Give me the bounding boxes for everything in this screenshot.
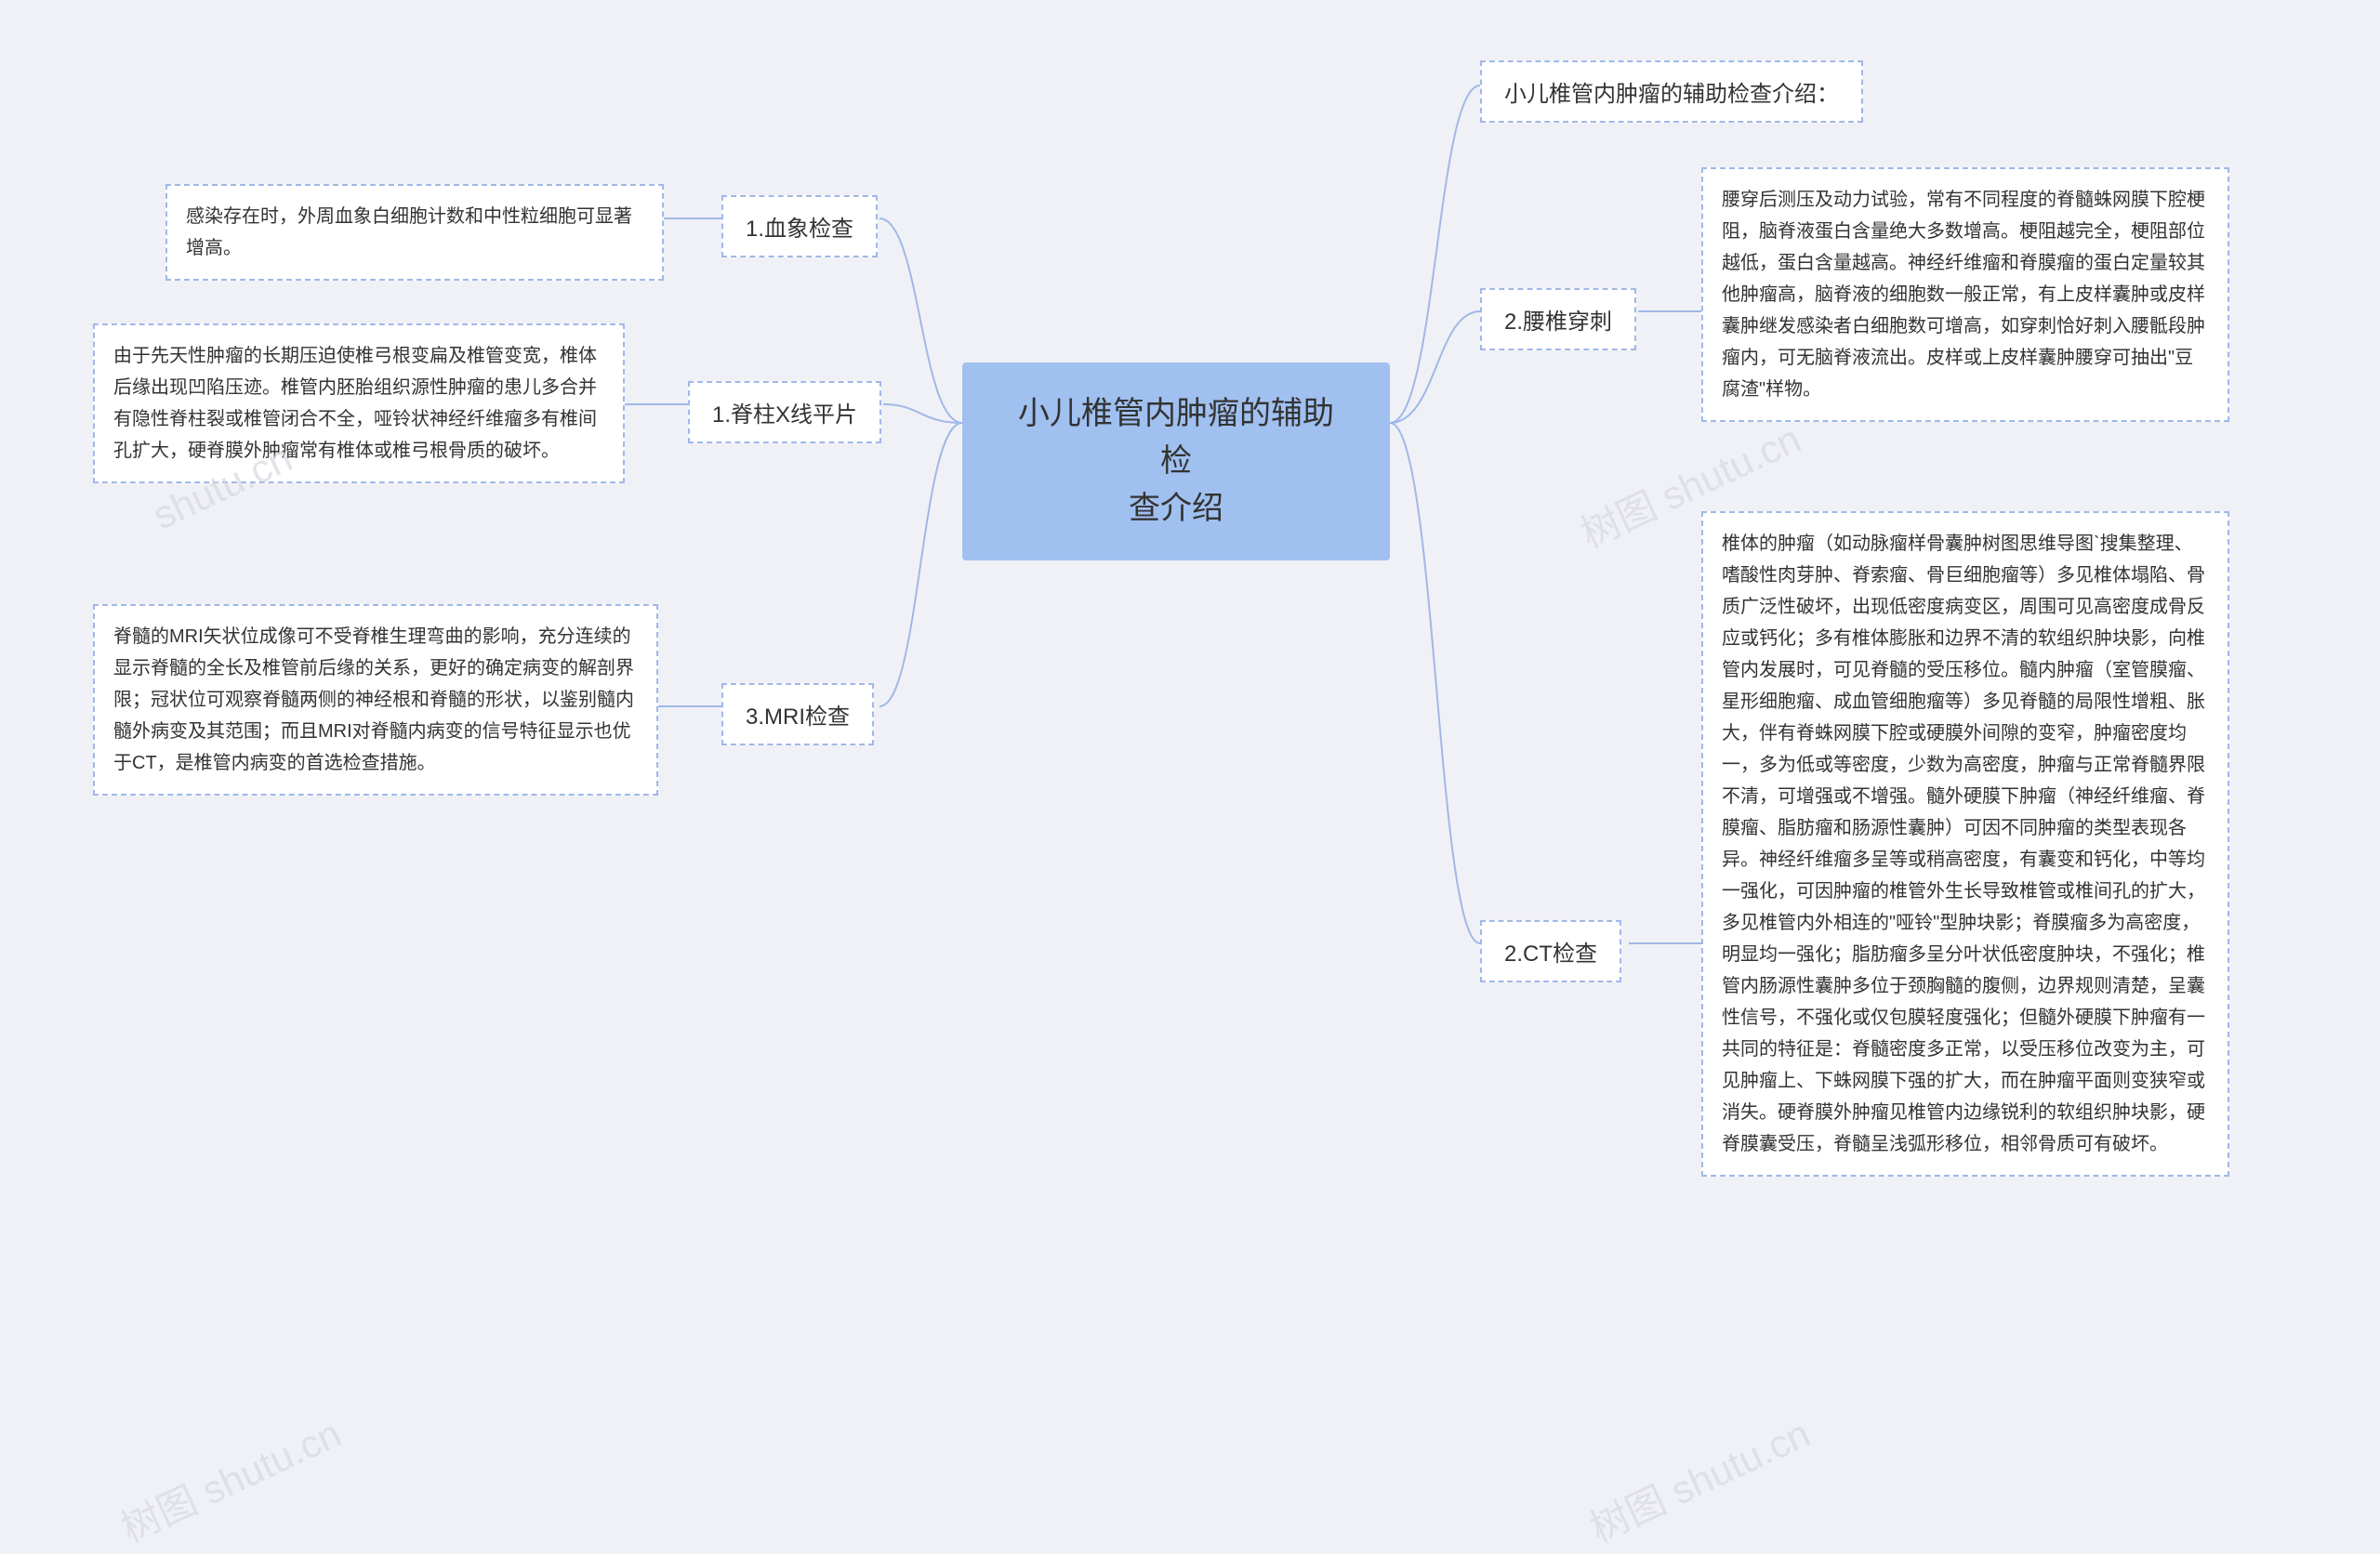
- center-title-line1: 小儿椎管内肿瘤的辅助检: [1018, 396, 1334, 479]
- left-detail-1: 感染存在时，外周血象白细胞计数和中性粒细胞可显著增高。: [165, 184, 664, 281]
- right-branch-2: 2.腰椎穿刺: [1480, 288, 1636, 350]
- left-detail-2: 由于先天性肿瘤的长期压迫使椎弓根变扁及椎管变宽，椎体后缘出现凹陷压迹。椎管内胚胎…: [93, 323, 625, 483]
- left-detail-3-text: 脊髓的MRI矢状位成像可不受脊椎生理弯曲的影响，充分连续的显示脊髓的全长及椎管前…: [113, 626, 634, 773]
- right-branch-2-label: 2.腰椎穿刺: [1504, 309, 1612, 335]
- right-detail-3-text: 椎体的肿瘤（如动脉瘤样骨囊肿树图思维导图`搜集整理、嗜酸性肉芽肿、脊索瘤、骨巨细…: [1722, 533, 2205, 1154]
- left-detail-2-text: 由于先天性肿瘤的长期压迫使椎弓根变扁及椎管变宽，椎体后缘出现凹陷压迹。椎管内胚胎…: [113, 346, 597, 461]
- right-branch-3-label: 2.CT检查: [1504, 942, 1597, 967]
- left-branch-3-label: 3.MRI检查: [746, 705, 850, 730]
- right-branch-1-label: 小儿椎管内肿瘤的辅助检查介绍：: [1504, 82, 1839, 107]
- right-detail-2: 腰穿后测压及动力试验，常有不同程度的脊髓蛛网膜下腔梗阻，脑脊液蛋白含量绝大多数增…: [1701, 167, 2229, 422]
- left-branch-2-label: 1.脊柱X线平片: [712, 402, 857, 428]
- left-branch-1-label: 1.血象检查: [746, 217, 853, 242]
- watermark-4: 树图 shutu.cn: [1580, 1403, 1818, 1554]
- left-branch-2: 1.脊柱X线平片: [688, 381, 881, 443]
- right-branch-1: 小儿椎管内肿瘤的辅助检查介绍：: [1480, 60, 1863, 123]
- left-detail-3: 脊髓的MRI矢状位成像可不受脊椎生理弯曲的影响，充分连续的显示脊髓的全长及椎管前…: [93, 604, 658, 796]
- right-detail-2-text: 腰穿后测压及动力试验，常有不同程度的脊髓蛛网膜下腔梗阻，脑脊液蛋白含量绝大多数增…: [1722, 190, 2205, 400]
- right-detail-3: 椎体的肿瘤（如动脉瘤样骨囊肿树图思维导图`搜集整理、嗜酸性肉芽肿、脊索瘤、骨巨细…: [1701, 511, 2229, 1177]
- watermark-3: 树图 shutu.cn: [111, 1403, 349, 1554]
- left-branch-1: 1.血象检查: [721, 195, 878, 257]
- center-title-line2: 查介绍: [1129, 491, 1223, 526]
- center-node: 小儿椎管内肿瘤的辅助检 查介绍: [962, 362, 1390, 560]
- right-branch-3: 2.CT检查: [1480, 920, 1621, 982]
- left-detail-1-text: 感染存在时，外周血象白细胞计数和中性粒细胞可显著增高。: [186, 206, 632, 258]
- left-branch-3: 3.MRI检查: [721, 683, 874, 745]
